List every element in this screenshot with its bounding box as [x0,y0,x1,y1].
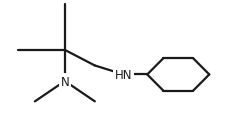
Text: HN: HN [115,68,132,81]
Text: N: N [60,75,69,88]
